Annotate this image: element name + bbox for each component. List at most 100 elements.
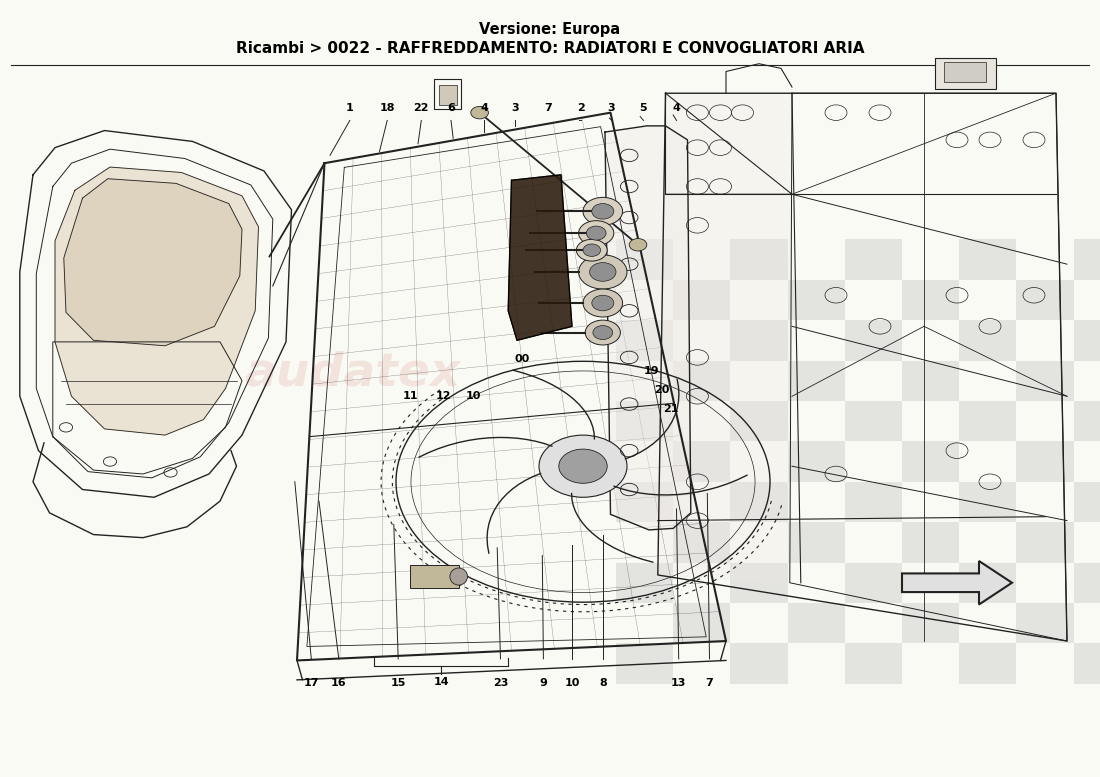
Circle shape	[583, 289, 623, 317]
Bar	[959, 482, 1016, 522]
Circle shape	[579, 255, 627, 289]
Text: 18: 18	[379, 103, 395, 113]
Text: 20: 20	[654, 385, 670, 395]
Bar	[788, 522, 845, 563]
Circle shape	[592, 204, 614, 219]
Text: 21: 21	[663, 404, 679, 413]
Text: 12: 12	[436, 392, 451, 401]
Bar	[1074, 239, 1100, 280]
Bar	[902, 522, 959, 563]
Text: 10: 10	[465, 392, 481, 401]
Bar	[959, 563, 1016, 603]
Bar	[616, 482, 673, 522]
Bar	[902, 361, 959, 401]
Circle shape	[585, 320, 620, 345]
Circle shape	[583, 197, 623, 225]
Polygon shape	[658, 93, 792, 583]
Bar	[1074, 482, 1100, 522]
Polygon shape	[605, 126, 691, 530]
Bar	[673, 280, 730, 320]
Text: Versione: Europa: Versione: Europa	[480, 22, 620, 37]
Bar	[673, 441, 730, 482]
Bar	[788, 441, 845, 482]
Bar	[1074, 401, 1100, 441]
Bar	[730, 643, 788, 684]
Bar	[788, 280, 845, 320]
Text: 7: 7	[705, 678, 714, 688]
Bar	[616, 563, 673, 603]
Bar	[959, 401, 1016, 441]
Text: 8: 8	[598, 678, 607, 688]
Bar	[410, 565, 459, 588]
Bar	[845, 482, 902, 522]
Text: 5: 5	[640, 103, 647, 113]
Bar	[616, 239, 673, 280]
Text: 13: 13	[671, 678, 686, 688]
Bar	[845, 643, 902, 684]
Bar	[902, 280, 959, 320]
Bar	[1016, 441, 1074, 482]
Circle shape	[586, 226, 606, 240]
Bar	[730, 320, 788, 361]
Text: 2: 2	[576, 103, 585, 113]
Text: 14: 14	[433, 677, 449, 687]
Polygon shape	[508, 175, 572, 340]
Bar	[959, 239, 1016, 280]
Circle shape	[590, 263, 616, 281]
Bar	[730, 401, 788, 441]
Text: 4: 4	[480, 103, 488, 113]
Bar	[902, 603, 959, 643]
Circle shape	[559, 449, 607, 483]
Bar	[845, 401, 902, 441]
Bar	[673, 603, 730, 643]
Bar	[788, 361, 845, 401]
Bar	[616, 320, 673, 361]
Text: 16: 16	[331, 678, 346, 688]
Bar	[673, 361, 730, 401]
Circle shape	[583, 244, 601, 256]
Text: 9: 9	[539, 678, 548, 688]
Text: 3: 3	[608, 103, 615, 113]
Circle shape	[471, 106, 488, 119]
Bar	[845, 320, 902, 361]
Circle shape	[629, 239, 647, 251]
Bar	[1016, 522, 1074, 563]
Bar	[1074, 563, 1100, 603]
Bar	[1074, 320, 1100, 361]
Text: 23: 23	[493, 678, 508, 688]
Bar	[616, 643, 673, 684]
Text: 4: 4	[672, 103, 681, 113]
Text: 10: 10	[564, 678, 580, 688]
Text: 6: 6	[447, 103, 455, 113]
Bar	[434, 79, 461, 109]
Text: 1: 1	[345, 103, 354, 113]
Text: 22: 22	[414, 103, 429, 113]
Text: 17: 17	[304, 678, 319, 688]
Polygon shape	[902, 561, 1012, 605]
Text: Ricambi > 0022 - RAFFREDDAMENTO: RADIATORI E CONVOGLIATORI ARIA: Ricambi > 0022 - RAFFREDDAMENTO: RADIATO…	[235, 40, 865, 56]
Circle shape	[579, 221, 614, 246]
Circle shape	[539, 435, 627, 497]
Circle shape	[593, 326, 613, 340]
Text: 7: 7	[543, 103, 552, 113]
Circle shape	[592, 295, 614, 311]
Text: 19: 19	[644, 367, 659, 376]
Text: 00: 00	[515, 354, 530, 364]
Bar	[959, 320, 1016, 361]
Bar	[616, 401, 673, 441]
Bar	[902, 441, 959, 482]
Bar	[788, 603, 845, 643]
Bar	[845, 239, 902, 280]
Bar	[730, 482, 788, 522]
Text: s: s	[574, 436, 592, 465]
Bar	[944, 62, 986, 82]
Polygon shape	[55, 167, 258, 435]
Bar	[730, 239, 788, 280]
Bar	[673, 522, 730, 563]
Bar	[845, 563, 902, 603]
Text: 11: 11	[403, 392, 418, 401]
Bar	[959, 643, 1016, 684]
Polygon shape	[64, 179, 242, 346]
Bar	[1016, 280, 1074, 320]
Text: 3: 3	[512, 103, 518, 113]
